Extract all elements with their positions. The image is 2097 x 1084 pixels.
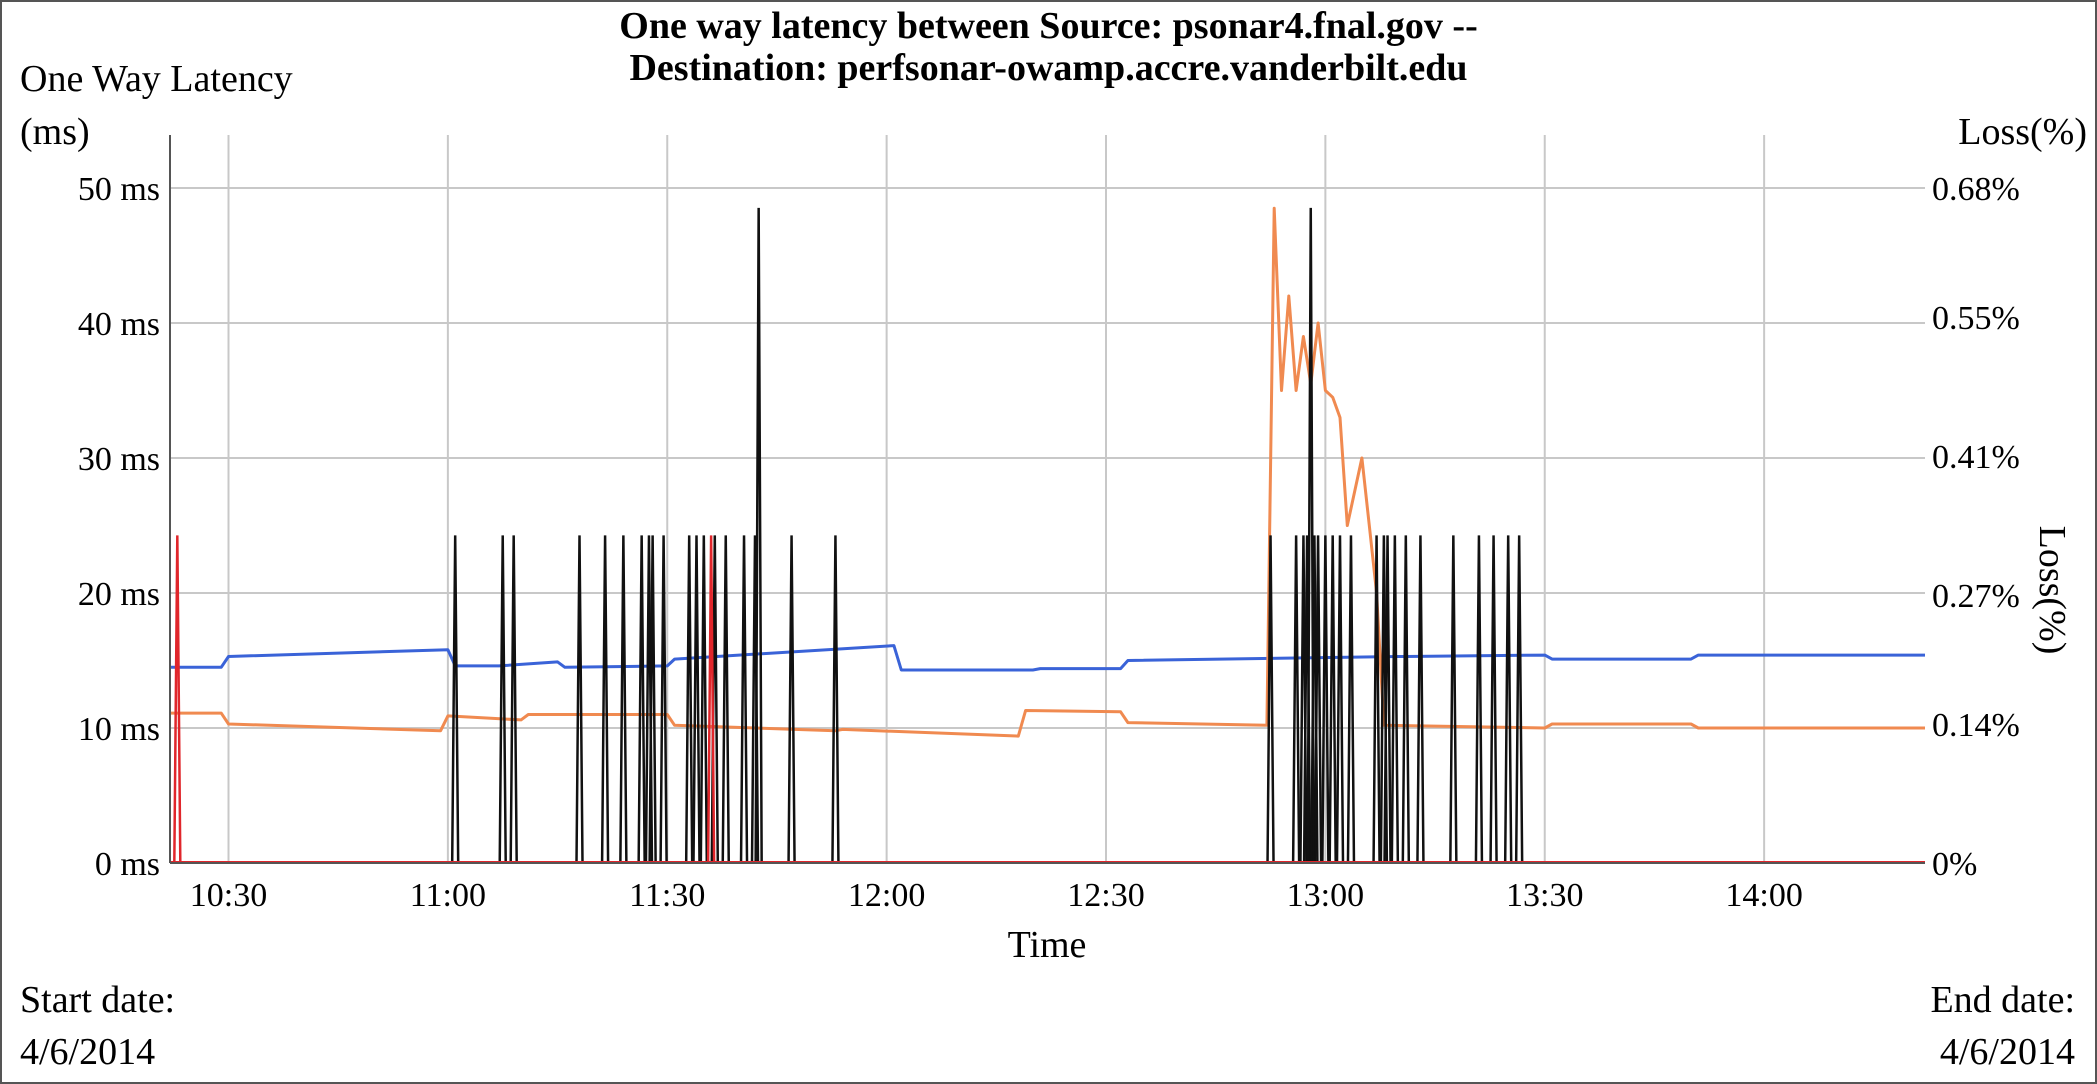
- black-loss-spike: [575, 535, 584, 864]
- y2-tick-label: 0%: [1932, 846, 1977, 883]
- black-loss-spike: [699, 535, 709, 864]
- black-loss-spike: [1328, 535, 1337, 864]
- black-loss-spike: [1416, 535, 1425, 864]
- black-loss-spike: [600, 535, 610, 864]
- x-tick-label: 13:30: [1506, 877, 1583, 914]
- x-tick-label: 10:30: [190, 877, 267, 914]
- x-tick-label: 14:00: [1725, 877, 1802, 914]
- red-loss-spike: [173, 535, 182, 864]
- black-loss-spike: [648, 535, 657, 864]
- start-date-label: Start date:: [20, 979, 176, 1021]
- black-loss-spike: [659, 535, 668, 864]
- orange-latency-line: [170, 206, 1925, 738]
- y2-axis-title-side: Loss(%): [2031, 526, 2073, 655]
- black-loss-spike-tall: [754, 207, 763, 864]
- black-loss-spike: [1390, 535, 1400, 864]
- series-layer: [170, 206, 1925, 864]
- black-loss-spike: [637, 535, 646, 864]
- black-loss-spike: [1321, 535, 1330, 864]
- y-tick-label: 30 ms: [78, 441, 160, 478]
- x-tick-label: 12:30: [1067, 877, 1144, 914]
- black-loss-spike: [1266, 535, 1275, 864]
- black-loss-spike: [1313, 535, 1323, 864]
- tick-labels: 0 ms 10 ms 20 ms 30 ms 40 ms 50 ms 0% 0.14% 0.27…: [78, 171, 2020, 914]
- black-loss-spike: [1474, 535, 1484, 864]
- y2-tick-label: 0.41%: [1932, 439, 2020, 476]
- y-tick-label: 10 ms: [78, 711, 160, 748]
- y2-tick-label: 0.27%: [1932, 578, 2020, 615]
- y-tick-label: 50 ms: [78, 171, 160, 208]
- y-tick-label: 0 ms: [95, 846, 160, 883]
- black-loss-spike: [1489, 535, 1498, 864]
- grid: [170, 135, 1925, 864]
- black-loss-spike: [1335, 535, 1345, 864]
- black-loss-spike: [787, 535, 796, 864]
- black-loss-spike: [831, 535, 840, 864]
- black-loss-spike: [1514, 535, 1524, 864]
- black-loss-spike: [1291, 535, 1301, 864]
- x-axis-title: Time: [1008, 924, 1087, 966]
- black-loss-spike: [1401, 535, 1411, 864]
- red-loss-spike: [706, 535, 716, 864]
- y-axis-title-line1: One Way Latency: [20, 58, 293, 100]
- black-loss-spike: [692, 535, 701, 864]
- y2-tick-label: 0.14%: [1932, 707, 2020, 744]
- end-date-value: 4/6/2014: [1939, 1031, 2075, 1073]
- axes: [169, 135, 1925, 864]
- black-loss-spike: [619, 535, 628, 864]
- black-loss-spike: [1383, 535, 1392, 864]
- black-loss-spike: [1346, 535, 1356, 864]
- black-loss-spike-tall: [1306, 207, 1315, 864]
- y-tick-label: 20 ms: [78, 576, 160, 613]
- black-loss-spike: [498, 535, 507, 864]
- y2-tick-label: 0.55%: [1932, 300, 2020, 337]
- black-loss-spike: [1449, 535, 1458, 864]
- x-tick-label: 11:30: [629, 877, 705, 914]
- black-loss-spike: [509, 535, 518, 864]
- black-loss-spike: [1372, 535, 1381, 864]
- black-loss-spike: [721, 535, 730, 864]
- y2-tick-label: 0.68%: [1932, 171, 2020, 208]
- black-loss-spike: [684, 535, 694, 864]
- black-loss-spike: [739, 535, 749, 864]
- blue-latency-line: [170, 644, 1925, 672]
- y2-axis-title-top: Loss(%): [1958, 111, 2087, 153]
- x-tick-label: 11:00: [410, 877, 486, 914]
- black-loss-spike: [1503, 535, 1513, 864]
- end-date-label: End date:: [1930, 979, 2075, 1021]
- chart-title-line2: Destination: perfsonar-owamp.accre.vande…: [629, 47, 1468, 89]
- chart-title-line1: One way latency between Source: psonar4.…: [619, 5, 1478, 47]
- black-loss-spike: [450, 535, 460, 864]
- y-tick-label: 40 ms: [78, 306, 160, 343]
- x-tick-label: 13:00: [1287, 877, 1364, 914]
- start-date-value: 4/6/2014: [20, 1031, 156, 1073]
- x-tick-label: 12:00: [848, 877, 925, 914]
- y-axis-title-line2: (ms): [20, 111, 90, 153]
